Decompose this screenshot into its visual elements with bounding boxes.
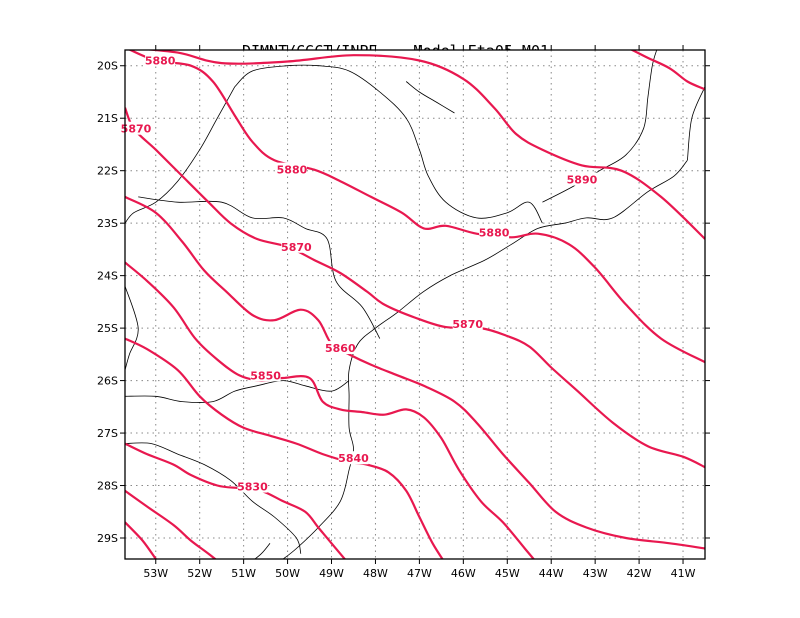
x-tick-label: 50W [275,567,300,580]
y-tick-label: 28S [97,480,118,493]
contour-label-bg [250,368,281,382]
contour-label-bg [325,341,356,355]
x-tick-label: 48W [363,567,388,580]
x-tick-label: 44W [539,567,564,580]
contour-label: 5840 [338,452,369,465]
y-tick-label: 21S [97,112,118,125]
coastline-border-sc-rs [125,442,302,554]
coastline-rivers-north [405,81,455,114]
plot-frame [124,49,706,560]
contour-label: 5880 [277,164,308,177]
coastline-border-sp-mg [234,64,543,224]
axis-ticks: 53W 52W 51W 50W 49W 48W 47W 46W 45W 44W 43W 42W 41W 2… [97,45,710,580]
contour-label: 5890 [567,174,598,187]
contour-label-bg [281,239,312,253]
height-contours [125,50,705,559]
contour-line [629,50,705,91]
coastline-coast-northeast [687,86,705,161]
x-tick-label: 41W [671,567,696,580]
x-tick-label: 52W [187,567,212,580]
contour-label: 5870 [121,123,152,136]
contour-label: 5880 [479,227,510,240]
contour-line [125,261,536,559]
y-tick-label: 26S [97,375,118,388]
x-tick-label: 47W [407,567,432,580]
contour-line [142,50,705,240]
y-tick-label: 23S [97,217,118,230]
y-tick-label: 27S [97,427,118,440]
coastline-coast [282,159,688,559]
y-tick-label: 20S [97,60,118,73]
contour-label-bg [120,121,151,135]
coastline-border-sp-pr [138,196,381,339]
contour-label-bg [452,316,483,330]
coastline-lagoon [254,543,271,559]
contour-label-bg [237,479,268,493]
x-tick-label: 51W [231,567,256,580]
coastline-border-ms-sp [125,86,236,224]
contour-label-bg [276,162,307,176]
y-tick-label: 29S [97,532,118,545]
contour-label-bg [145,53,176,67]
contour-label: 5870 [281,241,312,254]
x-tick-label: 46W [451,567,476,580]
contour-line [125,337,444,559]
x-tick-label: 43W [583,567,608,580]
contour-label: 5880 [145,54,176,67]
contour-label-bg [479,225,510,239]
contour-label: 5830 [237,481,268,494]
contour-line [127,50,705,364]
x-tick-label: 53W [143,567,168,580]
plot-background [125,50,705,559]
contour-label: 5870 [452,318,483,331]
coastline-border-pr-sc [125,380,350,403]
contour-line [125,195,705,550]
x-tick-label: 45W [495,567,520,580]
contour-label-bg [566,172,597,186]
contour-line [125,521,157,559]
contour-line [125,107,705,469]
contour-label: 5860 [325,342,356,355]
contour-label-bg [338,451,369,465]
y-tick-label: 25S [97,322,118,335]
y-tick-label: 24S [97,270,118,283]
contour-labels: 5880 5870 5880 5890 5870 5880 5870 5860 5850 5840… [120,53,598,494]
contour-line [125,489,217,559]
contour-label: 5850 [250,369,281,382]
x-tick-label: 42W [627,567,652,580]
y-tick-label: 22S [97,165,118,178]
grid [125,50,705,559]
x-tick-label: 49W [319,567,344,580]
